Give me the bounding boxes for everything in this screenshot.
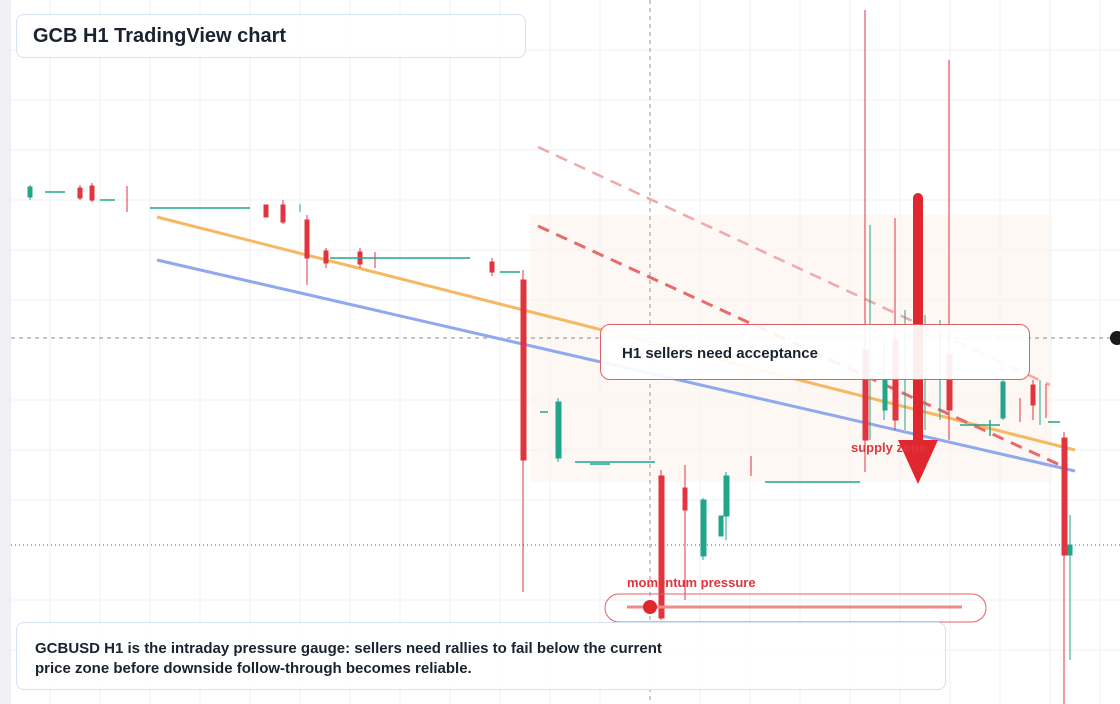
- footer-card: GCBUSD H1 is the intraday pressure gauge…: [16, 622, 946, 690]
- callout-text: H1 sellers need acceptance: [622, 345, 818, 362]
- gauge-knob: [643, 600, 657, 614]
- side-strip: [0, 0, 11, 704]
- candles-flat: [45, 191, 1060, 483]
- title-card: GCB H1 TradingView chart: [16, 14, 526, 58]
- candles-red: [77, 10, 1068, 704]
- callout: H1 sellers need acceptance: [600, 324, 1030, 380]
- crosshair-handle: [1110, 331, 1120, 345]
- zone-label: supply zone: [851, 440, 927, 455]
- title: GCB H1 TradingView chart: [33, 25, 287, 47]
- gauge-label: momentum pressure: [627, 575, 756, 590]
- footer-text: GCBUSD H1 is the intraday pressure gauge…: [35, 640, 662, 677]
- down-arrow-head: [898, 440, 938, 484]
